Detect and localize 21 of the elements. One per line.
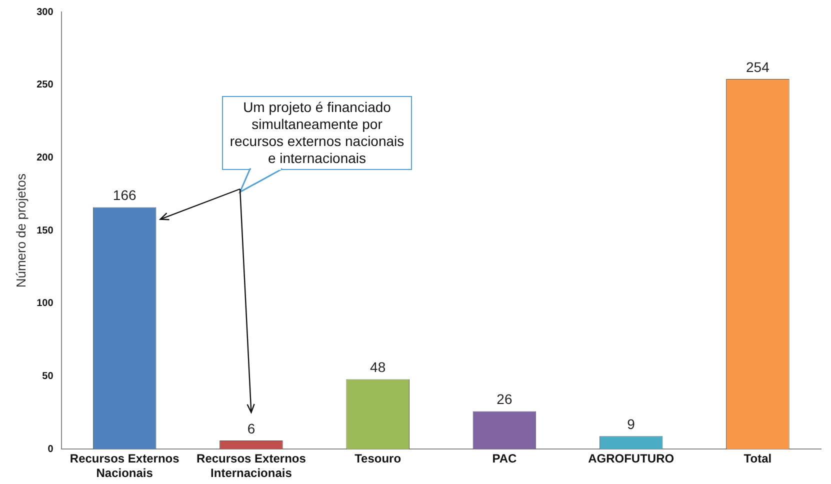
x-tick-label: AGROFUTURO <box>588 452 674 466</box>
y-tick-label: 100 <box>36 298 54 310</box>
y-tick-label: 250 <box>36 80 54 91</box>
data-label: 166 <box>112 187 136 204</box>
data-label: 9 <box>627 416 636 432</box>
x-tick-label: PAC <box>492 452 518 466</box>
annotation: Um projeto é financiado simultaneamente por recursos externos nacionais e internacionais <box>222 96 412 170</box>
y-axis-title: Número de projetos <box>13 173 28 288</box>
data-label: 254 <box>746 58 770 75</box>
y-tick-label: 50 <box>42 371 54 382</box>
x-tick-label: Total <box>744 452 772 466</box>
y-tick-label: 300 <box>36 6 54 18</box>
data-label: 6 <box>247 420 256 436</box>
y-tick-label: 150 <box>36 225 54 236</box>
data-label: 48 <box>370 359 386 376</box>
data-label: 26 <box>496 391 512 408</box>
y-tick-label: 200 <box>36 152 54 164</box>
x-tick-label: Recursos Externos Internacionais <box>196 452 306 480</box>
x-tick-label: Tesouro <box>354 452 402 466</box>
x-tick-label: Recursos Externos Nacionais <box>70 452 180 480</box>
y-tick-label: 0 <box>48 444 54 455</box>
